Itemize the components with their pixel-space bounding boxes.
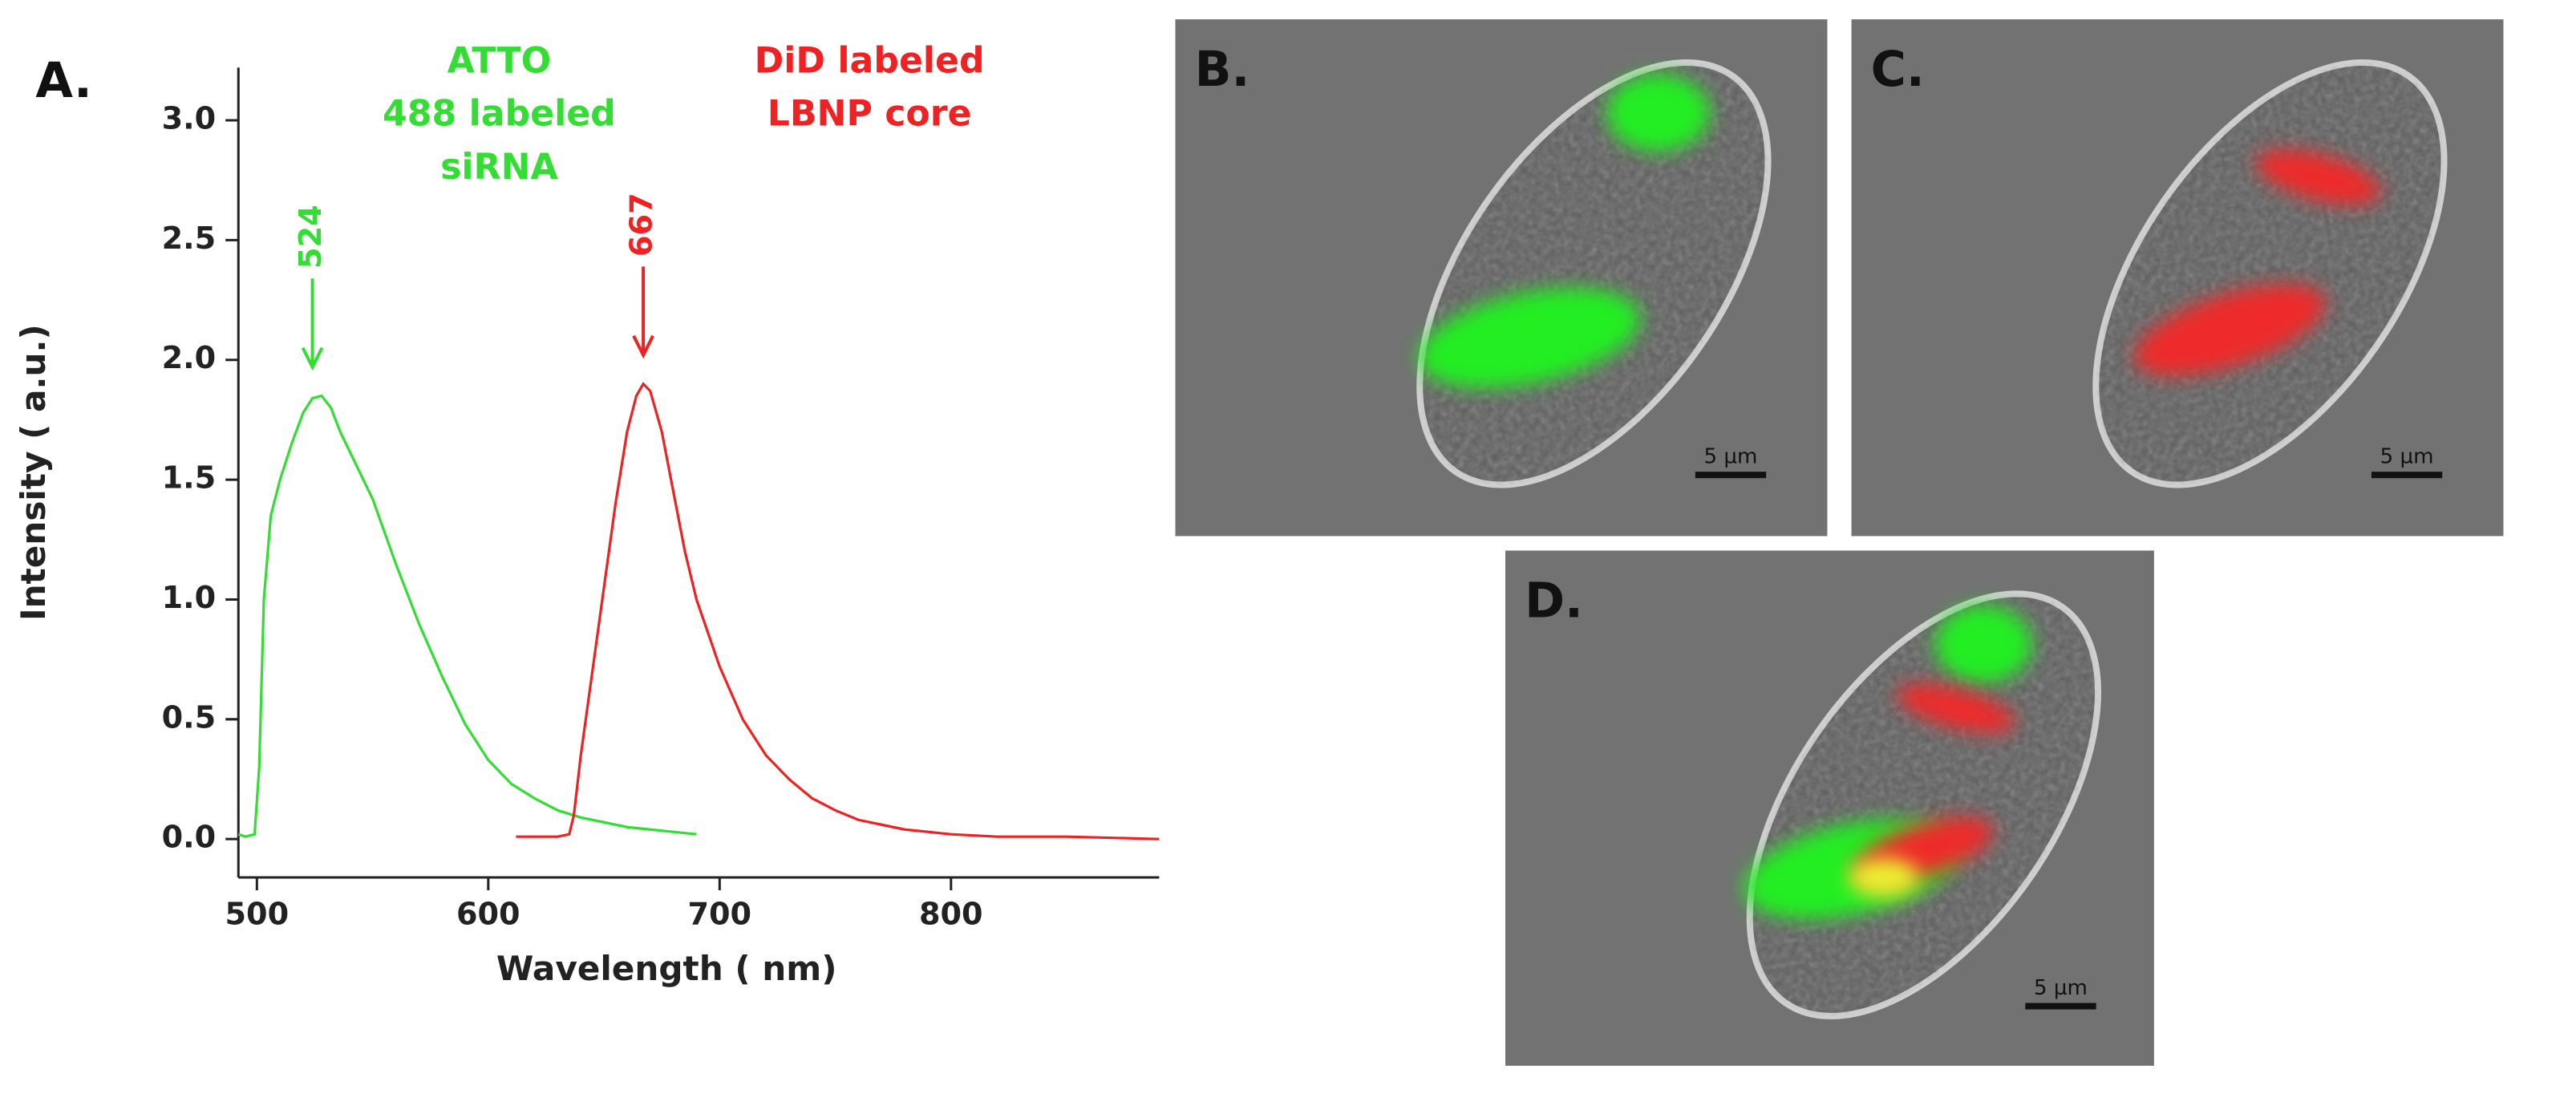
green-signal: [1606, 74, 1710, 152]
scale-bar: [1695, 472, 1767, 479]
y-tick-label: 1.0: [162, 580, 217, 615]
legend-entry: ATTO 488 labeled siRNA: [383, 42, 616, 188]
y-tick-label: 2.5: [162, 221, 217, 256]
panel-label: B.: [1195, 42, 1250, 98]
x-tick-label: 500: [225, 897, 290, 932]
x-axis-label: Wavelength ( nm): [496, 949, 837, 988]
annotation-label: 667: [624, 192, 659, 257]
legend-entry: DiD labeled LBNP core: [754, 42, 985, 136]
annotation-arrowhead: [301, 346, 324, 371]
green-signal: [1419, 288, 1641, 388]
green-signal: [1934, 605, 2032, 683]
scale-bar-label: 5 µm: [2034, 976, 2088, 1000]
annotation-arrowhead: [632, 334, 654, 359]
x-tick-label: 600: [456, 897, 520, 932]
legend-entry-box: ATTO 488 labeled siRNA: [383, 42, 616, 188]
legend-entry-box: DiD labeled LBNP core: [754, 42, 985, 136]
scale-bar: [2025, 1003, 2096, 1010]
annotation-label: 524: [293, 205, 328, 269]
micrograph-d: D. 5 µm: [1505, 550, 2154, 1066]
scale-bar-label: 5 µm: [2380, 445, 2434, 469]
panel-label: A.: [35, 53, 92, 109]
y-tick-label: 3.0: [162, 101, 217, 136]
yellow-signal: [1848, 857, 1919, 897]
x-tick-label: 700: [688, 897, 752, 932]
y-tick-label: 0.5: [162, 699, 217, 735]
panel-label: C.: [1871, 42, 1925, 98]
scale-bar: [2371, 472, 2443, 479]
series-line: [516, 381, 1160, 841]
y-tick-label: 0.0: [162, 820, 217, 855]
red-signal: [1897, 683, 2015, 733]
micrograph-b: B. 5 µm: [1175, 19, 1828, 537]
y-tick-label: 2.0: [162, 340, 217, 375]
y-tick-label: 1.5: [162, 460, 217, 496]
y-axis-label: Intensity ( a.u.): [14, 324, 53, 621]
red-signal: [2134, 284, 2326, 376]
x-tick-label: 800: [919, 897, 983, 932]
scale-bar-label: 5 µm: [1704, 445, 1758, 469]
micrograph-c: C. 5 µm: [1851, 19, 2504, 537]
series-line: [237, 394, 697, 838]
panel-label: D.: [1525, 573, 1583, 629]
red-signal: [2255, 149, 2381, 205]
